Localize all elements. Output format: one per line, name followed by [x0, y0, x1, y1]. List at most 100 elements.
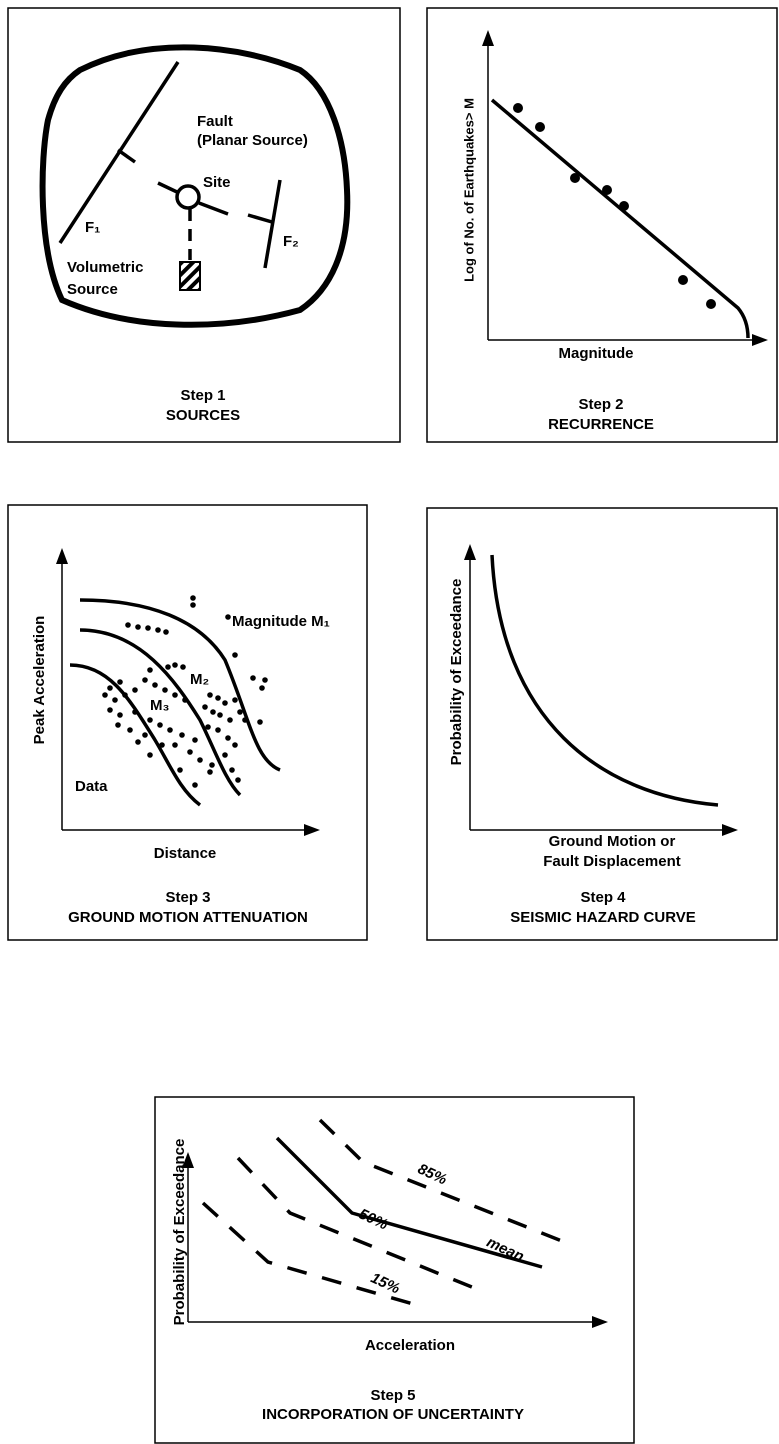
y-axis-label: Probability of Exceedance — [448, 579, 465, 766]
dot — [122, 692, 128, 698]
label: Data — [75, 778, 108, 795]
dot — [180, 664, 186, 670]
dot — [229, 767, 235, 773]
dot — [217, 712, 223, 718]
dot — [205, 724, 211, 730]
dot — [215, 695, 221, 701]
dot — [177, 767, 183, 773]
dot — [142, 732, 148, 738]
dot — [192, 737, 198, 743]
dot — [602, 185, 612, 195]
panel-1: Fault (Planar Source) Site F₁ F₂ Volumet… — [8, 8, 400, 442]
dot — [232, 742, 238, 748]
dot — [147, 752, 153, 758]
dot — [162, 687, 168, 693]
dot — [259, 685, 265, 691]
label: (Planar Source) — [197, 132, 308, 149]
curve-label: 50% — [356, 1205, 390, 1233]
dot — [117, 712, 123, 718]
title: SOURCES — [166, 407, 240, 424]
dot — [179, 732, 185, 738]
dot — [210, 709, 216, 715]
label: F₂ — [283, 233, 299, 250]
dot — [207, 769, 213, 775]
curve-label: M₃ — [150, 697, 169, 714]
panel-5: 85% mean 50% 15% Probability of Exceedan… — [155, 1097, 634, 1443]
dot — [147, 667, 153, 673]
dot — [135, 739, 141, 745]
dot — [197, 757, 203, 763]
dot — [232, 652, 238, 658]
arrow — [722, 824, 738, 836]
dot — [117, 679, 123, 685]
dot — [132, 709, 138, 715]
dot — [165, 664, 171, 670]
x-axis-label: Fault Displacement — [543, 853, 681, 870]
dot — [237, 709, 243, 715]
arrow — [592, 1316, 608, 1328]
dot — [535, 122, 545, 132]
dot — [102, 692, 108, 698]
dot — [187, 749, 193, 755]
dot — [619, 201, 629, 211]
dot — [215, 727, 221, 733]
dot — [152, 682, 158, 688]
dot — [202, 704, 208, 710]
dot — [157, 722, 163, 728]
curve — [492, 555, 718, 805]
panel-4: Probability of Exceedance Ground Motion … — [427, 508, 777, 940]
dot — [227, 717, 233, 723]
curve-label: Magnitude M₁ — [232, 613, 330, 630]
dot — [107, 685, 113, 691]
dot — [132, 687, 138, 693]
dot — [232, 697, 238, 703]
title: SEISMIC HAZARD CURVE — [510, 909, 696, 926]
step: Step 4 — [580, 889, 626, 906]
points — [513, 103, 716, 309]
dot — [147, 717, 153, 723]
dot — [125, 622, 131, 628]
dot — [135, 624, 141, 630]
dot — [167, 727, 173, 733]
label: Site — [203, 174, 231, 191]
dot — [513, 103, 523, 113]
dot — [172, 692, 178, 698]
dot — [207, 692, 213, 698]
dot — [570, 173, 580, 183]
dot — [115, 722, 121, 728]
dot — [163, 629, 169, 635]
label: Fault — [197, 113, 233, 130]
tick — [248, 215, 272, 222]
x-axis-label: Magnitude — [559, 345, 634, 362]
page: Fault (Planar Source) Site F₁ F₂ Volumet… — [0, 0, 779, 1444]
dot — [250, 675, 256, 681]
dot — [190, 595, 196, 601]
dot — [172, 662, 178, 668]
frame — [427, 8, 777, 442]
dot — [222, 752, 228, 758]
site — [177, 186, 199, 208]
dot — [159, 742, 165, 748]
frame — [8, 8, 400, 442]
title: RECURRENCE — [548, 416, 654, 433]
y-axis-label: Peak Acceleration — [31, 616, 48, 745]
dot — [172, 742, 178, 748]
axes — [470, 552, 728, 830]
dot — [112, 697, 118, 703]
panel-2: Log of No. of Earthquakes> M Magnitude S… — [427, 8, 777, 442]
frame — [427, 508, 777, 940]
dot — [127, 727, 133, 733]
label: Volumetric — [67, 259, 143, 276]
dot — [142, 677, 148, 683]
label: F₁ — [85, 219, 100, 236]
step: Step 1 — [180, 387, 225, 404]
x-axis-label: Ground Motion or — [549, 833, 676, 850]
dot — [192, 782, 198, 788]
spoke — [158, 183, 177, 192]
step: Step 2 — [578, 396, 623, 413]
step: Step 3 — [165, 889, 210, 906]
x-axis-label: Distance — [154, 845, 217, 862]
arrow — [304, 824, 320, 836]
dot — [262, 677, 268, 683]
arrow — [482, 30, 494, 46]
